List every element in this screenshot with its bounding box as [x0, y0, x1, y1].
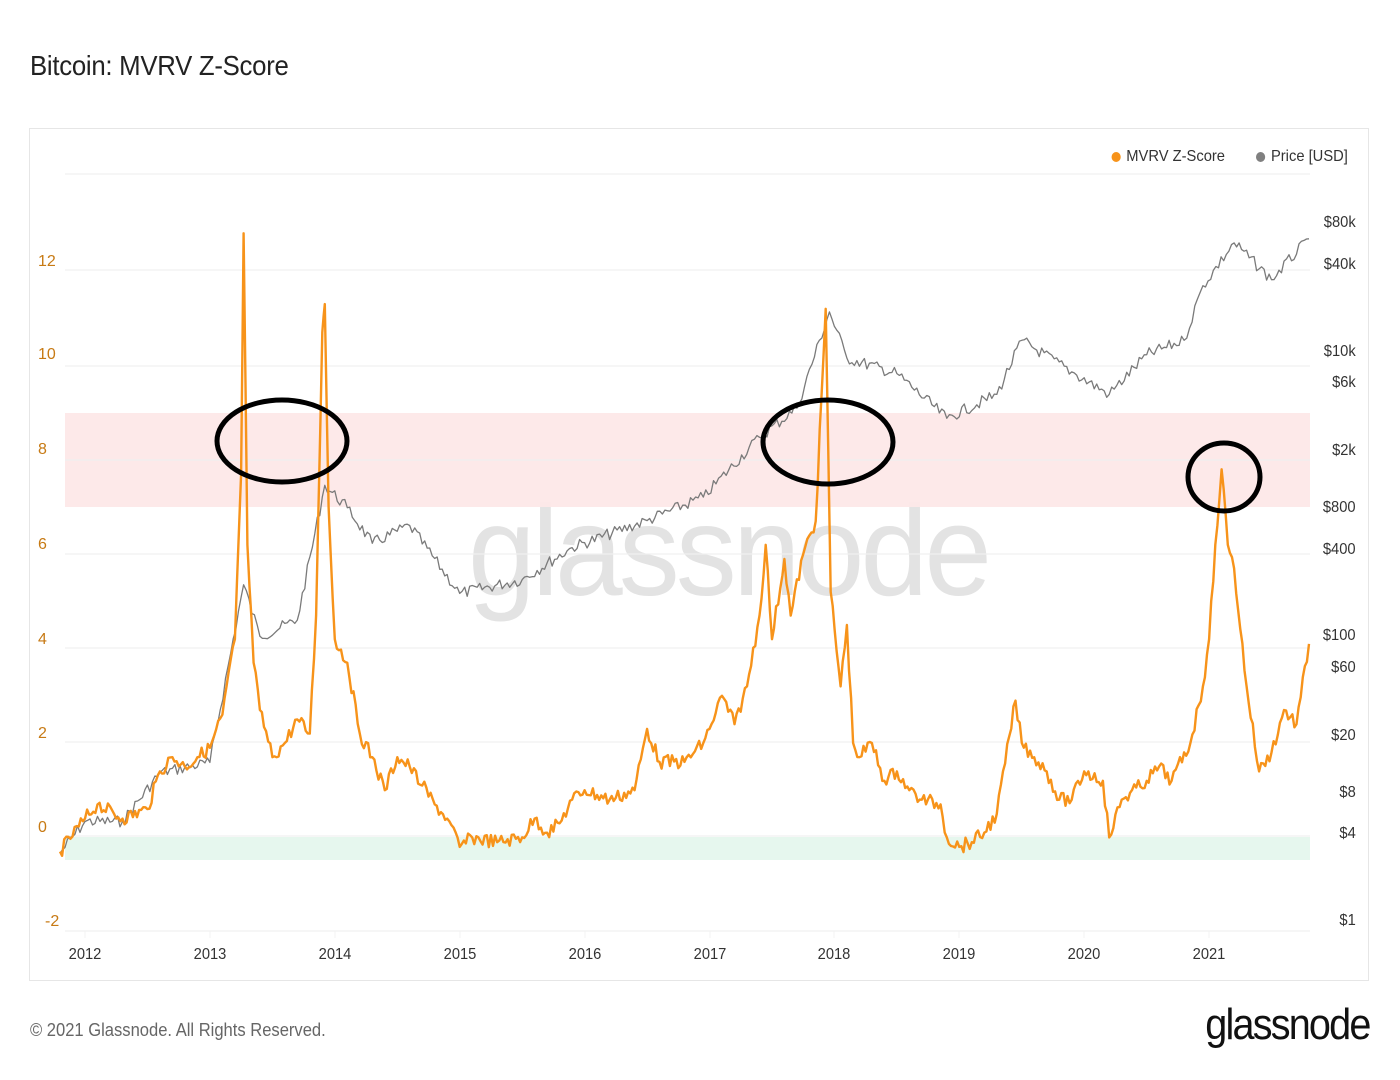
y-tick: $1	[1339, 912, 1356, 929]
legend-label: Price [USD]	[1271, 148, 1348, 165]
y-tick: 12	[38, 253, 56, 270]
x-tick: 2013	[193, 946, 227, 963]
x-ticks	[84, 931, 1210, 938]
x-tick: 2018	[817, 946, 851, 963]
legend-item-price[interactable]: Price [USD]	[1256, 148, 1348, 166]
x-tick: 2019	[942, 946, 976, 963]
y-tick: $800	[1323, 499, 1356, 516]
y-tick: 0	[38, 819, 47, 836]
x-tick: 2012	[68, 946, 102, 963]
y-tick: 8	[38, 441, 47, 458]
x-tick: 2014	[318, 946, 352, 963]
y-tick: $100	[1323, 627, 1356, 644]
y-tick: $80k	[1324, 214, 1356, 231]
chart-frame	[29, 128, 1369, 981]
x-tick: 2017	[693, 946, 727, 963]
price-line	[59, 238, 1310, 854]
copyright-text: © 2021 Glassnode. All Rights Reserved.	[30, 1020, 326, 1040]
y-tick: 2	[38, 725, 47, 742]
legend: MVRV Z-Score Price [USD]	[1111, 148, 1348, 166]
y-tick: $20	[1331, 727, 1356, 744]
y-tick: 4	[38, 631, 47, 648]
x-tick: 2021	[1192, 946, 1226, 963]
undervalued-band	[65, 837, 1310, 860]
x-tick: 2015	[443, 946, 477, 963]
mvrv-zscore-line	[58, 232, 1311, 857]
y-tick: $8	[1339, 784, 1356, 801]
y-tick: $2k	[1332, 442, 1356, 459]
y-tick: $10k	[1324, 343, 1356, 360]
legend-label: MVRV Z-Score	[1126, 148, 1226, 165]
y-tick: 6	[38, 536, 47, 553]
y-tick: -2	[45, 913, 60, 930]
y-tick: $4	[1339, 825, 1356, 842]
x-tick: 2020	[1067, 946, 1101, 963]
annotation-ellipse-2018	[760, 397, 896, 487]
annotation-ellipse-2013	[214, 397, 350, 485]
glassnode-logo: glassnode	[1205, 1000, 1372, 1049]
annotation-ellipse-2021	[1185, 440, 1263, 514]
grey-dot-icon	[1256, 152, 1266, 162]
x-tick: 2016	[568, 946, 602, 963]
y-tick: $400	[1323, 541, 1356, 558]
gridlines	[65, 173, 1310, 932]
legend-item-mvrv[interactable]: MVRV Z-Score	[1111, 148, 1226, 166]
y-tick: $40k	[1324, 256, 1356, 273]
y-tick: $60	[1331, 659, 1356, 676]
orange-dot-icon	[1111, 152, 1121, 162]
y-tick: 10	[38, 346, 56, 363]
chart-title: Bitcoin: MVRV Z-Score	[30, 50, 289, 81]
y-tick: $6k	[1332, 374, 1356, 391]
